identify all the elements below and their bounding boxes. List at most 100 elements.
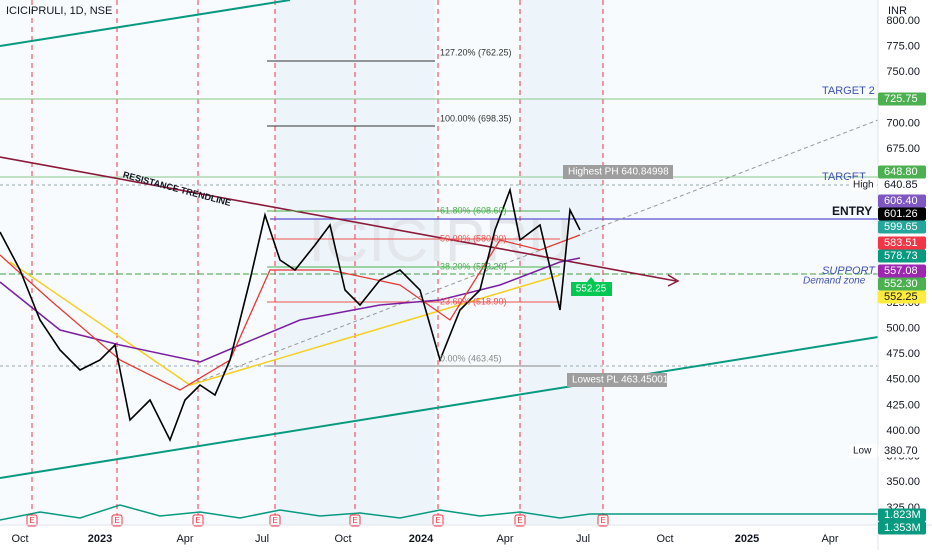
price-badge-value: 552.30	[884, 278, 918, 290]
price-badge	[878, 194, 926, 208]
price-badge-value: 552.25	[884, 291, 918, 303]
volume-line	[0, 504, 878, 521]
price-tick: 800.00	[886, 15, 920, 27]
price-badge	[878, 521, 926, 535]
event-marker: E	[517, 516, 522, 525]
time-tick: Oct	[334, 533, 351, 545]
fib-label: 100.00% (698.35)	[440, 113, 512, 123]
time-tick: 2025	[735, 533, 759, 545]
support-label: SUPPORT	[822, 265, 876, 277]
plot-bg	[0, 0, 878, 525]
event-marker-bg	[111, 514, 123, 527]
badge-label: Low	[853, 446, 872, 457]
time-tick: Oct	[656, 533, 673, 545]
level-box	[571, 282, 612, 296]
price-badge	[878, 508, 926, 522]
event-marker: E	[29, 516, 34, 525]
price-tick: 750.00	[886, 66, 920, 78]
price-badge-value: 648.80	[884, 166, 918, 178]
box-pointer	[587, 277, 595, 282]
price-badge-value: 606.40	[884, 195, 918, 207]
event-marker: E	[114, 516, 119, 525]
arrow-head	[667, 274, 680, 287]
time-tick: Apr	[176, 533, 193, 545]
time-tick: 2024	[409, 533, 434, 545]
channel-lower	[0, 336, 879, 479]
event-marker-bg	[349, 514, 361, 527]
price-badge	[878, 264, 926, 278]
event-marker: E	[195, 516, 200, 525]
price-tick: 325.00	[886, 502, 920, 514]
zone-shade	[520, 0, 603, 525]
fib-labels: 127.20% (762.25) 100.00% (698.35) 61.80% (…	[440, 47, 512, 363]
yellow-trend	[9, 261, 561, 386]
price-badge	[878, 220, 926, 234]
event-marker-bg	[597, 514, 609, 527]
badge-label: High	[853, 180, 874, 191]
event-marker-bg	[192, 514, 204, 527]
badge-label-bg	[849, 444, 877, 458]
price-badge	[878, 236, 926, 250]
time-tick: Jul	[576, 533, 590, 545]
price-tick: 775.00	[886, 41, 920, 53]
fib-label: 0.00% (463.45)	[440, 353, 502, 363]
price-badge	[878, 444, 926, 458]
price-tick: 450.00	[886, 374, 920, 386]
price-tick: 400.00	[886, 425, 920, 437]
fib-label: 127.20% (762.25)	[440, 47, 512, 57]
event-marker: E	[272, 516, 277, 525]
dashed-trend	[189, 119, 879, 386]
price-badge-value: 599.65	[884, 221, 918, 233]
time-tick: Oct	[11, 533, 28, 545]
ma-long	[0, 257, 581, 363]
price-tick: 700.00	[886, 117, 920, 129]
price-tick: 475.00	[886, 348, 920, 360]
event-marker: E	[600, 516, 605, 525]
info-box	[567, 373, 667, 387]
price-badge	[878, 249, 926, 263]
price-badge-value: 583.51	[884, 237, 918, 249]
price-badge	[878, 207, 926, 221]
time-axis: Oct 2023 Apr Jul Oct 2024 Apr Jul Oct 2025 Apr	[11, 533, 838, 545]
ma-mid	[0, 234, 581, 391]
price-tick: 500.00	[886, 322, 920, 334]
symbol: ICICIPRULI, 1D, NSE	[6, 5, 112, 17]
event-marker-bg	[269, 514, 281, 527]
price-badge-value: 557.08	[884, 265, 918, 277]
fib-label: 61.80% (608.60)	[440, 205, 507, 215]
price-badge	[878, 178, 926, 192]
price-badge-value: 1.353M	[884, 522, 921, 534]
event-marker: E	[435, 516, 440, 525]
entry-label: ENTRY	[832, 204, 872, 218]
price-badge-value: 725.75	[884, 93, 918, 105]
event-marker-bg	[432, 514, 444, 527]
time-tick: Apr	[496, 533, 513, 545]
price-badge	[878, 165, 926, 179]
event-marker-bg	[514, 514, 526, 527]
price-tick: 425.00	[886, 399, 920, 411]
resistance-line	[0, 156, 677, 282]
price-badge-value: 380.70	[884, 445, 918, 457]
time-tick: Apr	[821, 533, 838, 545]
fib-label: 50.00% (580.00)	[440, 233, 507, 243]
fib-label: 38.20% (553.20)	[440, 261, 507, 271]
highest-label: Highest PH 640.84998	[568, 167, 669, 178]
price-badge	[878, 92, 926, 106]
info-box	[563, 165, 673, 179]
price-badge	[878, 277, 926, 291]
price-path	[0, 187, 581, 442]
target2-label: TARGET 2	[822, 85, 875, 97]
price-badge	[878, 290, 926, 304]
fib-label: 23.60% (518.90)	[440, 296, 507, 306]
price-badge-value: 578.73	[884, 250, 918, 262]
lowest-label: Lowest PL 463.45001	[572, 375, 669, 386]
time-tick: Jul	[255, 533, 269, 545]
event-marker-bg	[26, 514, 38, 527]
price-badge-value: 601.26	[884, 208, 918, 220]
channel-upper	[0, 0, 291, 47]
watermark: ICICIPRU	[308, 207, 571, 274]
demand-label: Demand zone	[803, 276, 866, 287]
